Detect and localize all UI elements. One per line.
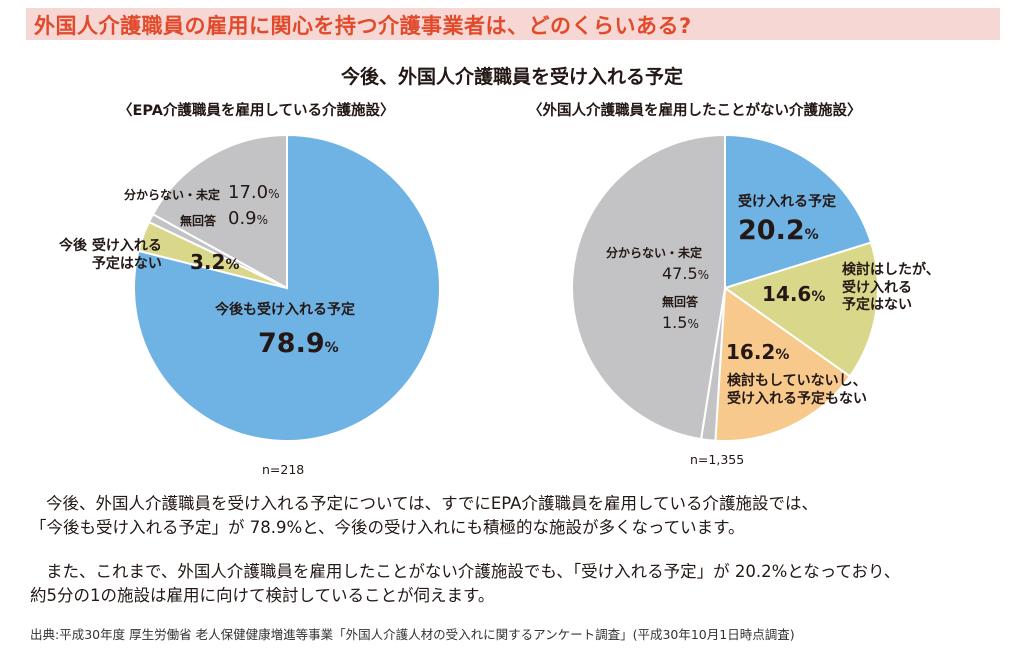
p1-no-value: 3.2% xyxy=(190,250,240,274)
p1-no-label: 今後 受け入れる 予定はない xyxy=(59,238,162,272)
pie2-n: n=1,355 xyxy=(690,452,745,467)
header-banner: 外国人介護職員の雇用に関心を持つ介護事業者は、どのくらいある? xyxy=(26,8,1000,40)
p2-considered-label: 検討はしたが、 受け入れる 予定はない xyxy=(842,262,940,313)
pie2 xyxy=(571,133,879,442)
pie2-title: 〈外国人介護職員を雇用したことがない介護施設〉 xyxy=(528,103,862,119)
paragraph-2: また、これまで、外国人介護職員を雇用したことがない介護施設でも、「受け入れる予定… xyxy=(30,562,901,605)
paragraph-1: 今後、外国人介護職員を受け入れる予定については、すでにEPA介護職員を雇用してい… xyxy=(30,494,818,537)
p1-main-value: 78.9% xyxy=(258,328,339,359)
pie2-slice-1 xyxy=(722,241,879,378)
pie1 xyxy=(133,133,441,442)
p1-noans-label: 無回答 xyxy=(180,214,217,228)
p1-noans-value: 0.9% xyxy=(228,208,269,229)
banner-title: 外国人介護職員の雇用に関心を持つ介護事業者は、どのくらいある? xyxy=(34,14,692,38)
p1-unknown-label: 分からない・未定 xyxy=(124,188,221,202)
pie2-slice-0 xyxy=(724,133,873,290)
p2-notconsidered-label: 検討もしていないし、 受け入れる予定もない xyxy=(727,373,867,407)
pie1-title: 〈EPA介護職員を雇用している介護施設〉 xyxy=(118,103,395,119)
source-note: 出典:平成30年度 厚生労働省 老人保健健康増進等事業「外国人介護人材の受入れに… xyxy=(30,627,795,642)
chart-main-title: 今後、外国人介護職員を受け入れる予定 xyxy=(340,66,683,88)
pie1-slice-3 xyxy=(151,133,288,290)
p1-main-label: 今後も受け入れる予定 xyxy=(215,302,355,318)
p2-yes-value: 20.2% xyxy=(738,215,819,246)
p2-unknown-value: 47.5% xyxy=(662,264,710,283)
p2-noans-value: 1.5% xyxy=(662,313,699,332)
p2-unknown-label: 分からない・未定 xyxy=(606,246,703,260)
p2-yes-label: 受け入れる予定 xyxy=(738,194,836,210)
p2-notconsidered-value: 16.2% xyxy=(726,340,790,364)
pie1-n: n=218 xyxy=(262,462,305,477)
pie2-slice-4 xyxy=(571,133,726,441)
pie2-slice-2 xyxy=(714,286,852,442)
p1-unknown-value: 17.0% xyxy=(228,182,280,203)
p2-noans-label: 無回答 xyxy=(662,295,699,309)
p2-considered-value: 14.6% xyxy=(762,282,826,306)
